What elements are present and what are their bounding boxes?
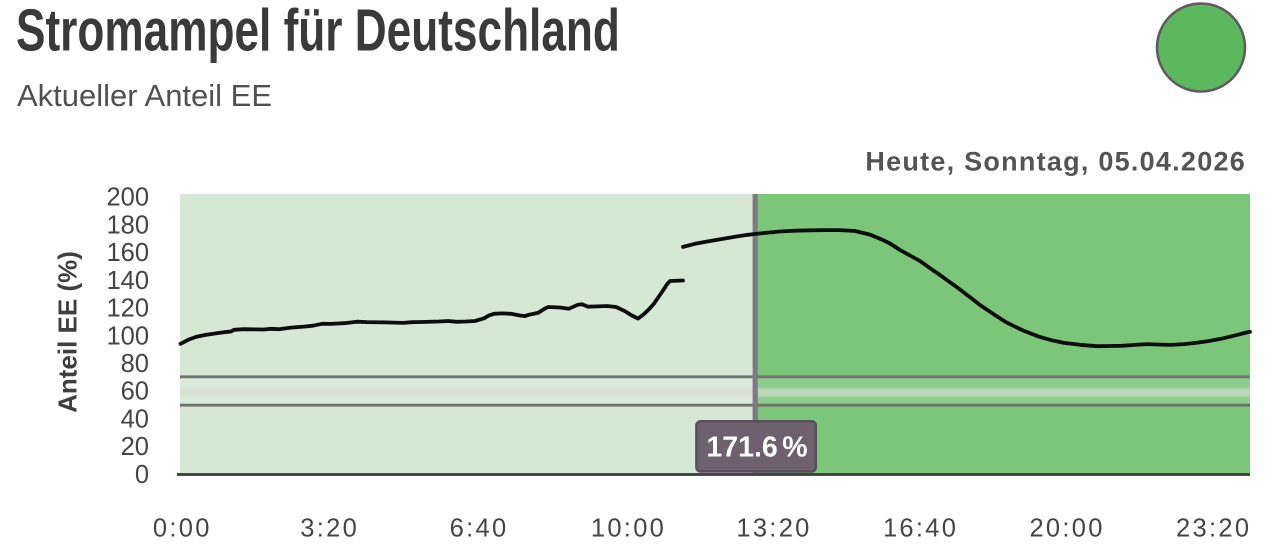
svg-text:20: 20 [121, 433, 149, 461]
svg-text:Heute, Sonntag, 05.04.2026: Heute, Sonntag, 05.04.2026 [865, 146, 1246, 176]
svg-text:13:20: 13:20 [736, 514, 811, 542]
svg-text:6:40: 6:40 [450, 514, 509, 542]
svg-text:Anteil EE (%): Anteil EE (%) [53, 251, 83, 413]
svg-text:160: 160 [106, 239, 149, 267]
svg-text:23:20: 23:20 [1176, 514, 1251, 542]
svg-text:180: 180 [106, 211, 149, 239]
svg-text:140: 140 [106, 267, 149, 295]
svg-text:120: 120 [106, 295, 149, 323]
svg-text:20:00: 20:00 [1029, 514, 1104, 542]
svg-text:Stromampel für Deutschland: Stromampel für Deutschland [16, 0, 620, 64]
svg-text:60: 60 [121, 378, 149, 406]
svg-text:Aktueller Anteil EE: Aktueller Anteil EE [17, 78, 272, 113]
svg-text:16:40: 16:40 [883, 514, 958, 542]
svg-text:0:00: 0:00 [153, 514, 212, 542]
svg-text:200: 200 [106, 184, 149, 212]
svg-text:171.6%: 171.6% [706, 432, 807, 464]
svg-text:40: 40 [121, 405, 149, 433]
svg-text:100: 100 [106, 322, 149, 350]
svg-text:3:20: 3:20 [300, 514, 359, 542]
svg-text:80: 80 [121, 350, 149, 378]
svg-text:0: 0 [135, 461, 149, 489]
svg-text:10:00: 10:00 [591, 514, 666, 542]
